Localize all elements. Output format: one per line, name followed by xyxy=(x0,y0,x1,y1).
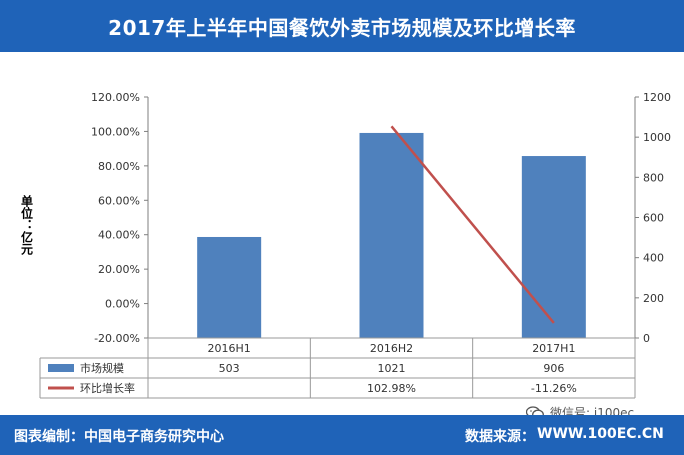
chart-title: 2017年上半年中国餐饮外卖市场规模及环比增长率 xyxy=(0,0,684,52)
right-tick-label: 400 xyxy=(643,252,664,265)
footer-bar: 图表编制：中国电子商务研究中心 数据来源： WWW.100EC.CN xyxy=(0,415,684,455)
x-tick-label: 2016H1 xyxy=(208,342,251,355)
left-tick-label: 40.00% xyxy=(98,229,140,242)
bar-2016H2 xyxy=(359,132,424,338)
table-cell-bar-value: 1021 xyxy=(378,362,406,375)
bar-2017H1 xyxy=(521,156,586,338)
right-tick-label: 0 xyxy=(643,332,650,345)
right-tick-label: 1000 xyxy=(643,131,671,144)
chart-svg: -20.00% 0.00% 20.00% 40.00% 60.00% 80.00% 100.… xyxy=(39,91,671,399)
table-cell-bar-value: 503 xyxy=(219,362,240,375)
table-cell-line-value: -11.26% xyxy=(531,382,577,395)
right-tick-label: 200 xyxy=(643,292,664,305)
right-tick-label: 1200 xyxy=(643,91,671,104)
left-tick-label: -20.00% xyxy=(94,332,140,345)
x-tick-label: 2016H2 xyxy=(370,342,413,355)
unit-label: 单位：亿元 xyxy=(19,195,34,255)
right-tick-label: 600 xyxy=(643,212,664,225)
footer-data-source-label: 数据来源： xyxy=(465,429,535,445)
x-tick-label: 2017H1 xyxy=(532,342,575,355)
left-tick-label: 100.00% xyxy=(91,125,140,138)
left-tick-label: 60.00% xyxy=(98,194,140,207)
line-series-growth xyxy=(390,125,555,324)
legend-label-bar: 市场规模 xyxy=(80,361,124,375)
legend-swatch-bar xyxy=(48,364,74,372)
left-tick-label: 80.00% xyxy=(98,160,140,173)
left-tick-label: 20.00% xyxy=(98,263,140,276)
bar-2016H1 xyxy=(197,236,262,338)
legend-label-line: 环比增长率 xyxy=(80,381,135,395)
right-tick-label: 800 xyxy=(643,171,664,184)
footer-data-source: 数据来源： WWW.100EC.CN xyxy=(465,426,664,446)
left-tick-label: 0.00% xyxy=(105,298,140,311)
footer-data-source-value: WWW.100EC.CN xyxy=(537,426,664,442)
table-cell-bar-value: 906 xyxy=(543,362,564,375)
left-tick-label: 120.00% xyxy=(91,91,140,104)
footer-source-compiler: 图表编制：中国电子商务研究中心 xyxy=(14,429,224,445)
table-cell-line-value: 102.98% xyxy=(367,382,416,395)
